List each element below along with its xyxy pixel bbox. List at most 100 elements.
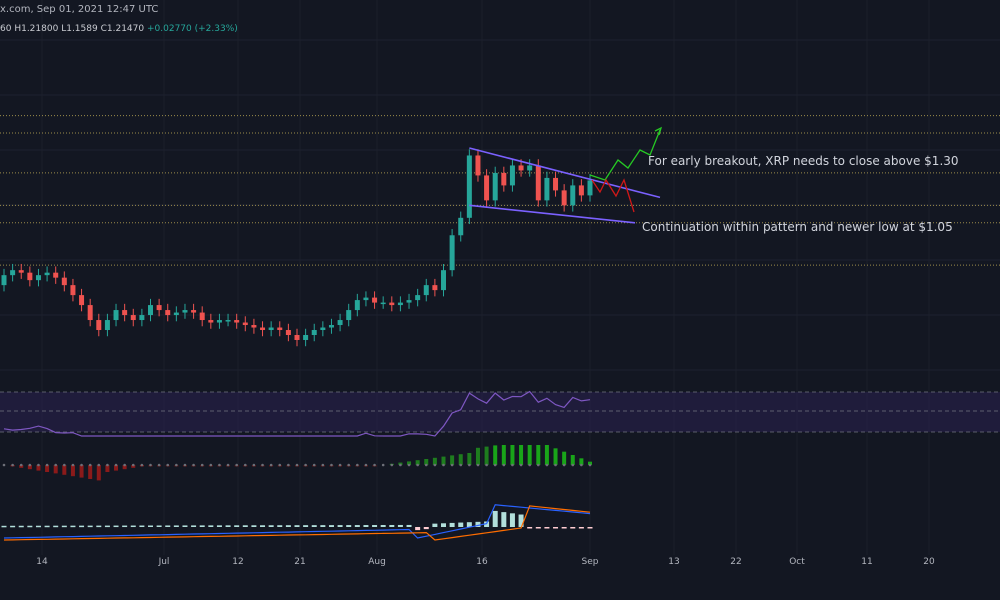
macd-histogram-bar bbox=[475, 521, 481, 527]
candle-body bbox=[363, 297, 369, 301]
candle-body bbox=[139, 315, 145, 321]
macd-panel bbox=[1, 504, 593, 541]
squeeze-dot bbox=[468, 463, 471, 467]
candle-body bbox=[406, 300, 412, 303]
macd-histogram-bar bbox=[553, 527, 559, 529]
macd-histogram-bar bbox=[561, 527, 567, 529]
squeeze-bar bbox=[407, 461, 412, 465]
candle-body bbox=[527, 165, 533, 171]
candle-body bbox=[44, 272, 50, 276]
squeeze-dot bbox=[140, 463, 144, 467]
breakout-annotation: For early breakout, XRP needs to close a… bbox=[648, 154, 959, 168]
candle-body bbox=[27, 272, 33, 281]
candle-body bbox=[354, 300, 360, 311]
squeeze-dot bbox=[381, 463, 385, 467]
candle-body bbox=[337, 320, 343, 326]
macd-histogram-bar bbox=[191, 525, 197, 527]
squeeze-dot bbox=[356, 463, 359, 467]
candle-body bbox=[199, 312, 205, 321]
macd-histogram-bar bbox=[527, 527, 533, 529]
candle-body bbox=[156, 305, 162, 311]
squeeze-dot bbox=[45, 463, 49, 467]
macd-signal-line bbox=[3, 505, 591, 541]
squeeze-dot bbox=[424, 463, 428, 467]
squeeze-bar bbox=[79, 465, 84, 478]
macd-histogram-bar bbox=[234, 525, 240, 527]
squeeze-bar bbox=[484, 446, 489, 465]
candle-body bbox=[449, 235, 455, 271]
squeeze-dot bbox=[528, 463, 531, 467]
squeeze-dot bbox=[295, 463, 299, 467]
squeeze-dot bbox=[407, 463, 411, 467]
ohlc-readout: 60 H1.21800 L1.1589 C1.21470 +0.02770 (+… bbox=[0, 24, 238, 34]
candle-body bbox=[346, 310, 352, 321]
macd-histogram-bar bbox=[328, 525, 334, 527]
squeeze-bar bbox=[131, 465, 136, 468]
macd-histogram-bar bbox=[380, 525, 386, 527]
macd-histogram-bar bbox=[285, 525, 291, 527]
squeeze-dot bbox=[114, 463, 118, 467]
chart-grid bbox=[0, 39, 1000, 371]
macd-histogram-bar bbox=[578, 527, 584, 529]
candle-body bbox=[285, 330, 291, 335]
squeeze-dot bbox=[364, 463, 368, 467]
macd-histogram-bar bbox=[466, 522, 472, 527]
candle-body bbox=[10, 270, 16, 276]
candle-body bbox=[251, 325, 257, 328]
candle-body bbox=[372, 297, 378, 303]
x-axis-tick-label: 13 bbox=[668, 557, 680, 567]
macd-histogram-bar bbox=[320, 525, 326, 527]
macd-histogram-bar bbox=[406, 524, 412, 527]
squeeze-bar bbox=[510, 445, 515, 465]
squeeze-dot bbox=[338, 463, 342, 467]
squeeze-dot bbox=[511, 463, 514, 467]
squeeze-dot bbox=[493, 463, 497, 467]
squeeze-dot bbox=[571, 463, 575, 467]
squeeze-bar bbox=[105, 465, 110, 472]
macd-histogram-bar bbox=[544, 527, 550, 529]
ohlc-change: +0.02770 (+2.33%) bbox=[146, 24, 238, 34]
x-axis-tick-label: 11 bbox=[861, 557, 873, 567]
macd-histogram-bar bbox=[484, 521, 490, 527]
macd-histogram-bar bbox=[492, 510, 498, 527]
candle-body bbox=[130, 315, 136, 321]
squeeze-dot bbox=[485, 463, 488, 467]
squeeze-bar bbox=[536, 445, 541, 465]
macd-histogram-bar bbox=[165, 525, 171, 527]
candle-body bbox=[1, 275, 7, 286]
squeeze-dot bbox=[399, 463, 402, 467]
candle-body bbox=[35, 275, 41, 281]
macd-histogram-bar bbox=[346, 525, 352, 527]
macd-histogram-bar bbox=[18, 525, 24, 528]
macd-histogram-bar bbox=[415, 527, 421, 531]
squeeze-dot bbox=[37, 463, 40, 467]
macd-histogram-bar bbox=[423, 527, 429, 530]
macd-histogram-bar bbox=[294, 525, 300, 527]
continuation-annotation: Continuation within pattern and newer lo… bbox=[642, 220, 953, 234]
squeeze-bar bbox=[114, 465, 119, 471]
candle-body bbox=[441, 270, 446, 291]
macd-histogram-bar bbox=[44, 525, 50, 528]
squeeze-dot bbox=[2, 463, 6, 467]
macd-histogram-bar bbox=[354, 525, 360, 527]
macd-histogram-bar bbox=[173, 525, 179, 527]
candle-body bbox=[148, 305, 153, 316]
squeeze-dot bbox=[476, 463, 480, 467]
projection-paths bbox=[589, 126, 663, 213]
macd-histogram-bar bbox=[509, 513, 515, 527]
candle-body bbox=[113, 310, 119, 321]
squeeze-dot bbox=[416, 463, 419, 467]
squeeze-bar bbox=[432, 457, 437, 465]
macd-histogram-bar bbox=[1, 525, 7, 528]
candle-body bbox=[311, 330, 317, 335]
candle-body bbox=[380, 302, 386, 305]
bullish-projection-path bbox=[589, 129, 661, 181]
squeeze-bar bbox=[467, 453, 472, 465]
squeeze-bar bbox=[424, 459, 429, 465]
squeeze-dot bbox=[235, 463, 238, 467]
squeeze-dot bbox=[192, 463, 195, 467]
candle-body bbox=[458, 217, 464, 236]
ohlc-low: L1.1589 bbox=[61, 24, 98, 34]
candle-body bbox=[61, 277, 67, 286]
squeeze-dot bbox=[519, 463, 523, 467]
